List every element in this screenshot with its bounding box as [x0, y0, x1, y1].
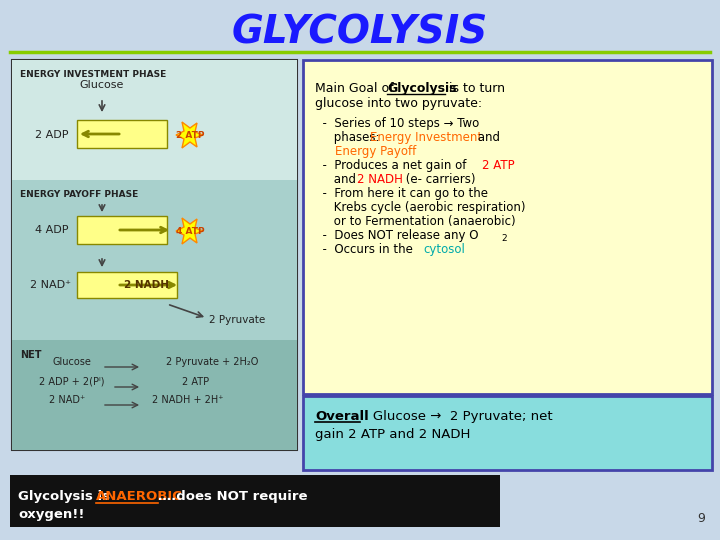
Text: 2 NADH: 2 NADH: [125, 280, 169, 290]
Text: 2 ATP: 2 ATP: [182, 377, 209, 387]
Text: 2 ADP: 2 ADP: [35, 130, 68, 140]
Text: gain 2 ATP and 2 NADH: gain 2 ATP and 2 NADH: [315, 428, 470, 441]
FancyBboxPatch shape: [12, 60, 297, 180]
Text: Glycolysis is: Glycolysis is: [18, 490, 114, 503]
FancyBboxPatch shape: [77, 120, 167, 148]
Text: Energy Investment: Energy Investment: [370, 131, 482, 144]
Text: ANAEROBIC: ANAEROBIC: [96, 490, 183, 503]
Text: 2 NADH + 2H⁺: 2 NADH + 2H⁺: [152, 395, 223, 405]
Polygon shape: [176, 122, 203, 148]
FancyBboxPatch shape: [12, 340, 297, 450]
Polygon shape: [176, 218, 203, 244]
Text: 2 ATP: 2 ATP: [176, 131, 204, 139]
Text: ….does NOT require: ….does NOT require: [158, 490, 307, 503]
Text: 9: 9: [697, 512, 705, 525]
Text: -  Produces a net gain of: - Produces a net gain of: [315, 159, 470, 172]
Text: 2 NAD⁺: 2 NAD⁺: [49, 395, 85, 405]
Text: and: and: [315, 173, 360, 186]
Text: 4 ATP: 4 ATP: [176, 226, 204, 235]
Text: (e- carriers): (e- carriers): [402, 173, 475, 186]
Text: -  Occurs in the: - Occurs in the: [315, 243, 417, 256]
Text: GLYCOLYSIS: GLYCOLYSIS: [232, 13, 488, 51]
Text: Krebs cycle (aerobic respiration): Krebs cycle (aerobic respiration): [315, 201, 526, 214]
FancyBboxPatch shape: [303, 396, 712, 470]
Text: 2 NAD⁺: 2 NAD⁺: [30, 280, 71, 290]
Text: 2 Pyruvate + 2H₂O: 2 Pyruvate + 2H₂O: [166, 357, 258, 367]
Text: :  Glucose →  2 Pyruvate; net: : Glucose → 2 Pyruvate; net: [360, 410, 553, 423]
Text: Glucose: Glucose: [53, 357, 91, 367]
Text: Overall: Overall: [315, 410, 369, 423]
Text: NET: NET: [20, 350, 42, 360]
Text: phases:: phases:: [315, 131, 383, 144]
FancyBboxPatch shape: [77, 216, 167, 244]
Text: 2 NADH: 2 NADH: [357, 173, 403, 186]
FancyBboxPatch shape: [77, 272, 177, 298]
Text: 2 Pyruvate: 2 Pyruvate: [209, 315, 265, 325]
FancyBboxPatch shape: [303, 60, 712, 394]
FancyBboxPatch shape: [12, 60, 297, 450]
FancyBboxPatch shape: [10, 475, 500, 527]
Text: Energy Payoff: Energy Payoff: [335, 145, 416, 158]
Text: Glycolysis: Glycolysis: [387, 82, 456, 95]
Text: oxygen!!: oxygen!!: [18, 508, 84, 521]
Text: 2 ATP: 2 ATP: [482, 159, 515, 172]
Text: or to Fermentation (anaerobic): or to Fermentation (anaerobic): [315, 215, 516, 228]
Text: 2: 2: [501, 234, 507, 243]
Text: is to turn: is to turn: [445, 82, 505, 95]
Text: ENERGY INVESTMENT PHASE: ENERGY INVESTMENT PHASE: [20, 70, 166, 79]
FancyBboxPatch shape: [12, 180, 297, 340]
Text: ENERGY PAYOFF PHASE: ENERGY PAYOFF PHASE: [20, 190, 138, 199]
Text: Main Goal of: Main Goal of: [315, 82, 397, 95]
Text: 4 ADP: 4 ADP: [35, 225, 68, 235]
Text: -  From here it can go to the: - From here it can go to the: [315, 187, 488, 200]
Text: glucose into two pyruvate:: glucose into two pyruvate:: [315, 97, 482, 110]
Text: 2 ADP + 2(Pᴵ): 2 ADP + 2(Pᴵ): [40, 377, 104, 387]
Text: Glucose: Glucose: [80, 80, 124, 90]
Text: and: and: [474, 131, 500, 144]
Text: -  Series of 10 steps → Two: - Series of 10 steps → Two: [315, 117, 480, 130]
Text: -  Does NOT release any O: - Does NOT release any O: [315, 229, 479, 242]
Text: cytosol: cytosol: [423, 243, 465, 256]
